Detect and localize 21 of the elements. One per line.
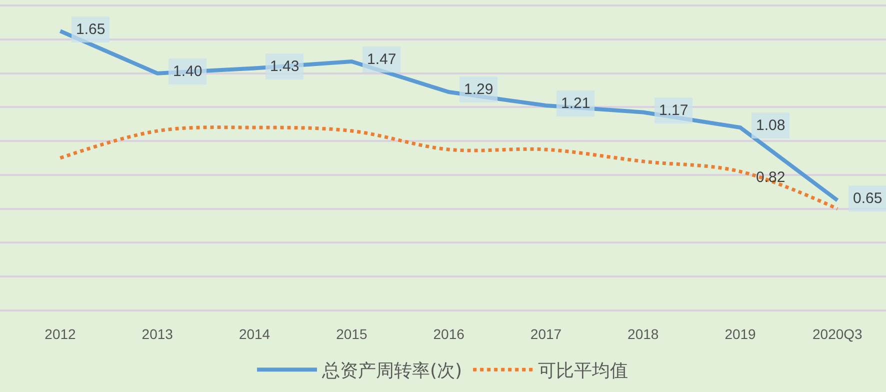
data-label: 0.65: [853, 190, 882, 207]
legend-label: 可比平均值: [538, 360, 628, 382]
data-label: 1.08: [756, 117, 786, 134]
data-label: 0.82: [756, 169, 786, 186]
x-tick-label: 2013: [142, 326, 174, 342]
x-tick-label: 2020Q3: [812, 326, 863, 342]
x-tick-label: 2016: [433, 326, 465, 342]
data-label: 1.40: [173, 63, 202, 80]
data-label: 1.47: [367, 51, 396, 68]
x-tick-label: 2012: [44, 326, 76, 342]
x-tick-label: 2014: [238, 326, 270, 342]
data-label: 1.43: [270, 58, 300, 75]
data-label: 1.65: [76, 21, 106, 38]
x-tick-label: 2015: [336, 326, 368, 342]
data-label: 1.21: [561, 95, 590, 112]
x-tick-label: 2019: [724, 326, 756, 342]
data-label: 1.29: [464, 81, 494, 98]
legend-label: 总资产周转率(次): [321, 360, 462, 382]
x-tick-label: 2017: [530, 326, 562, 342]
data-label: 1.17: [659, 102, 688, 119]
x-tick-label: 2018: [628, 326, 659, 342]
